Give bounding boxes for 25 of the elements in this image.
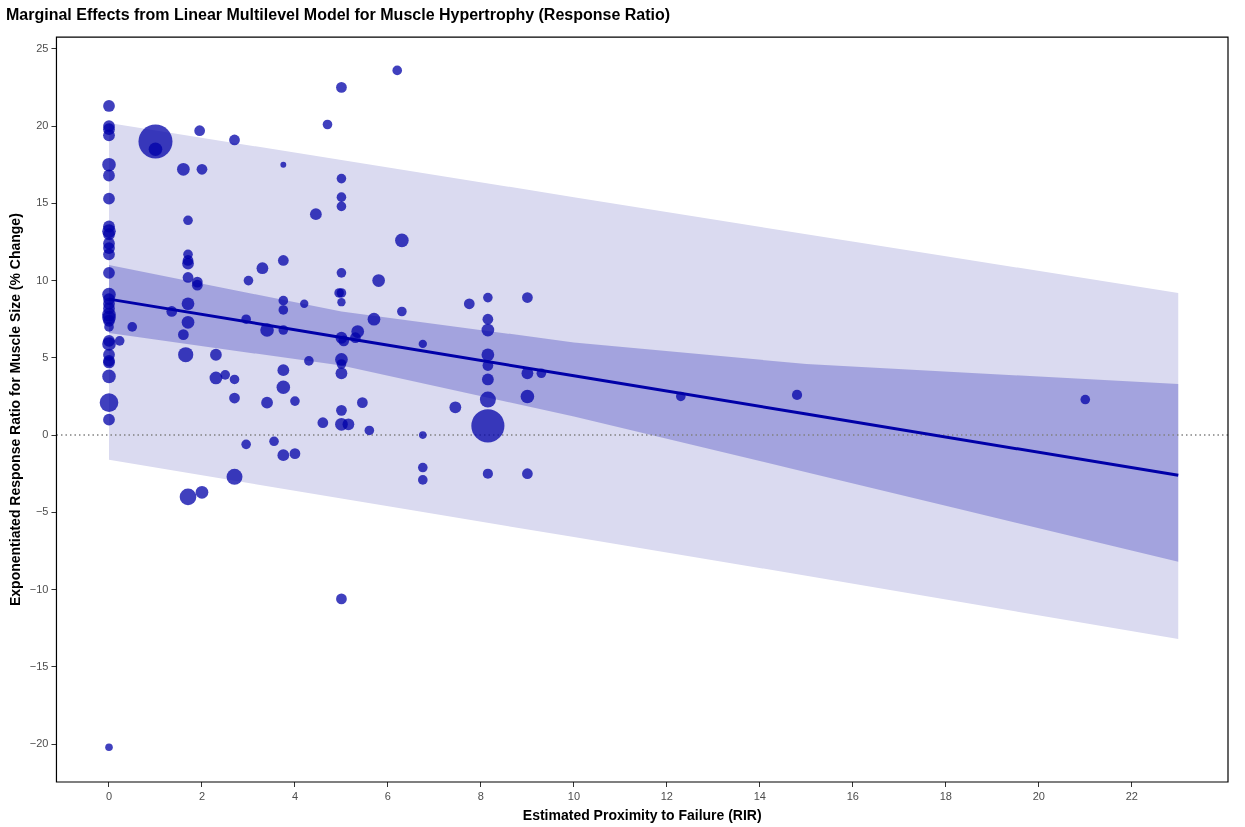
y-tick-label: 20 [36, 119, 49, 132]
y-tick-label: −5 [35, 505, 49, 518]
x-tick-label: 18 [939, 789, 952, 802]
x-tick-label: 8 [477, 789, 484, 802]
y-tick-label: 25 [36, 41, 49, 54]
x-tick-label: 22 [1125, 789, 1138, 802]
y-tick-label: 5 [42, 350, 49, 363]
y-axis-title: Exponentiated Response Ratio for Muscle Size (% Change) [7, 213, 24, 607]
x-tick-label: 20 [1032, 789, 1045, 802]
x-tick-label: 16 [846, 789, 859, 802]
x-tick-label: 2 [198, 789, 206, 802]
x-tick-label: 6 [384, 789, 391, 802]
x-tick-label: 12 [660, 789, 673, 802]
y-tick-label: −10 [29, 582, 49, 595]
x-tick-label: 0 [105, 789, 113, 802]
x-tick-label: 10 [567, 789, 581, 802]
y-tick-label: 10 [36, 273, 49, 286]
x-tick-label: 14 [753, 789, 766, 802]
y-tick-label: −15 [29, 659, 49, 672]
y-tick-label: −20 [29, 737, 49, 750]
x-axis-title: Estimated Proximity to Failure (RIR) [522, 807, 762, 824]
chart-title: Marginal Effects from Linear Multilevel Model for Muscle Hypertrophy (Response Ratio) [6, 6, 671, 24]
y-tick-label: 15 [36, 196, 49, 209]
y-tick-label: 0 [42, 428, 49, 441]
x-tick-label: 4 [291, 789, 299, 802]
